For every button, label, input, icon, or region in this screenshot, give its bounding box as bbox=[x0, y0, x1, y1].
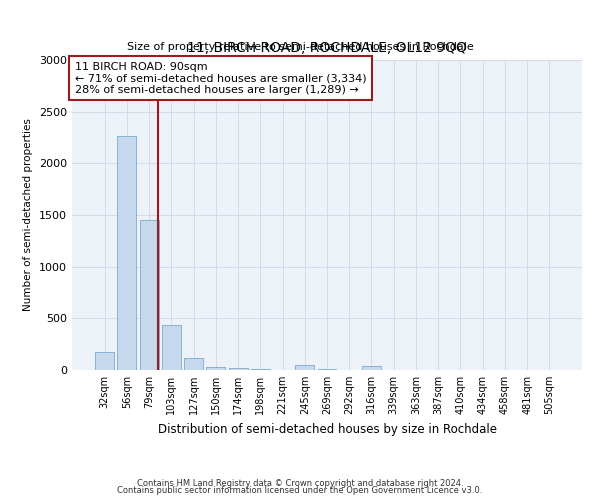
Bar bbox=[95, 352, 114, 370]
Bar bbox=[140, 220, 158, 370]
Y-axis label: Number of semi-detached properties: Number of semi-detached properties bbox=[23, 118, 34, 312]
Bar bbox=[362, 366, 381, 370]
Text: Contains public sector information licensed under the Open Government Licence v3: Contains public sector information licen… bbox=[118, 486, 482, 495]
Text: Contains HM Land Registry data © Crown copyright and database right 2024.: Contains HM Land Registry data © Crown c… bbox=[137, 478, 463, 488]
Bar bbox=[229, 368, 248, 370]
Title: 11, BIRCH ROAD, ROCHDALE, OL12 9QQ: 11, BIRCH ROAD, ROCHDALE, OL12 9QQ bbox=[187, 40, 467, 54]
X-axis label: Distribution of semi-detached houses by size in Rochdale: Distribution of semi-detached houses by … bbox=[157, 422, 497, 436]
Bar bbox=[206, 367, 225, 370]
Text: 11 BIRCH ROAD: 90sqm
← 71% of semi-detached houses are smaller (3,334)
28% of se: 11 BIRCH ROAD: 90sqm ← 71% of semi-detac… bbox=[74, 62, 366, 95]
Text: Size of property relative to semi-detached houses in Rochdale: Size of property relative to semi-detach… bbox=[127, 42, 473, 52]
Bar bbox=[295, 365, 314, 370]
Bar bbox=[118, 136, 136, 370]
Bar bbox=[184, 358, 203, 370]
Bar bbox=[162, 325, 181, 370]
